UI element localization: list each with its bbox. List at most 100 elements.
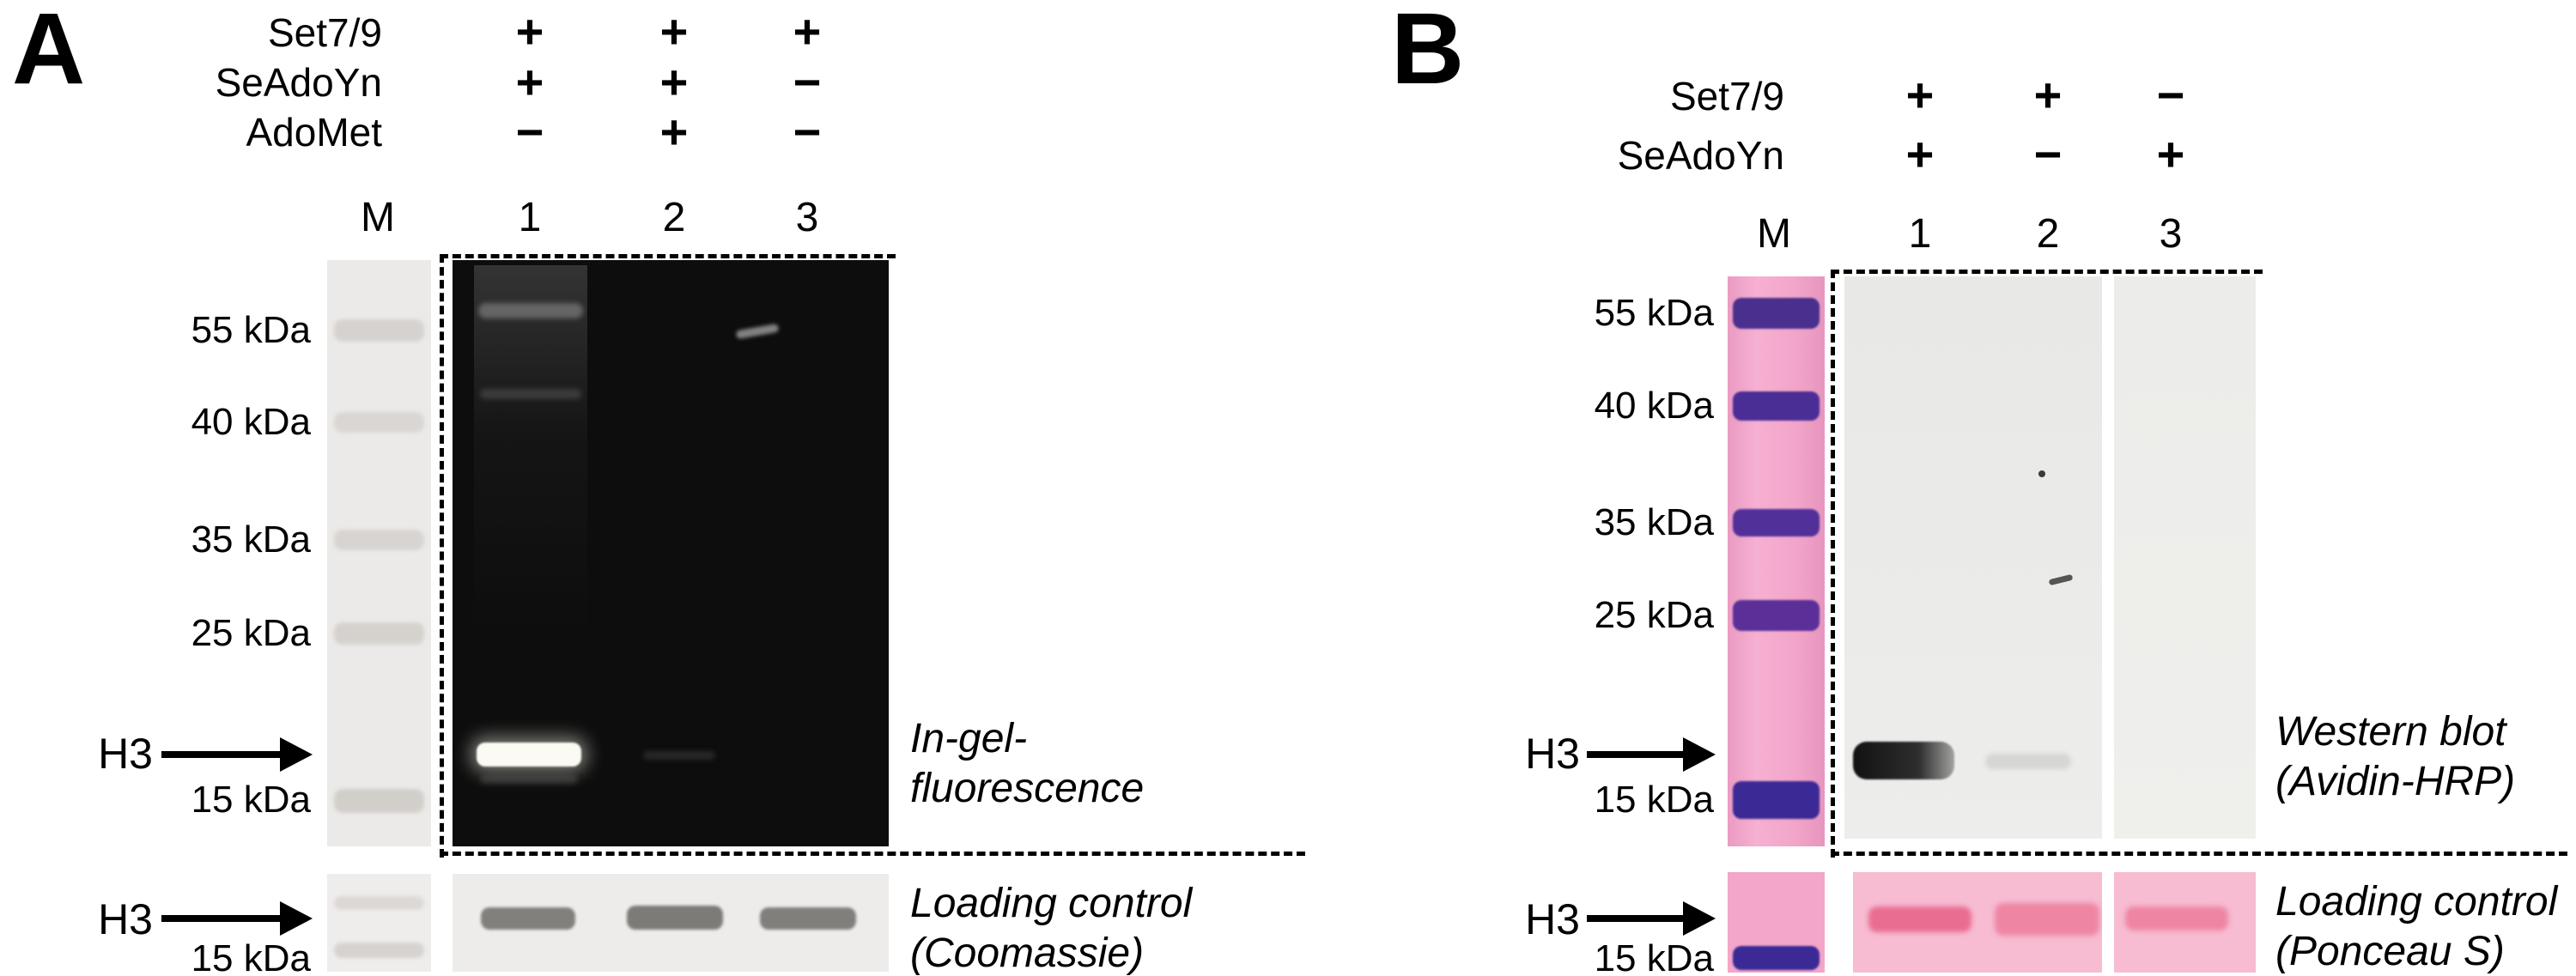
condition-label-adomet: AdoMet bbox=[246, 110, 382, 155]
sign-set79-lane2: + bbox=[659, 4, 689, 58]
condition-label-seadoyn: SeAdoYn bbox=[215, 60, 382, 105]
loading-h3-arrow-line bbox=[1587, 915, 1683, 922]
panel-b-letter: B bbox=[1391, 0, 1465, 106]
loading-caption-line1: Loading control bbox=[2275, 879, 2558, 924]
lane-header-1: 1 bbox=[518, 195, 542, 240]
loading-membrane-lane3 bbox=[2114, 872, 2256, 973]
lane2-very-faint-band bbox=[643, 751, 715, 760]
gel-caption-line2: fluorescence bbox=[910, 766, 1145, 811]
mw-label-40: 40 kDa bbox=[191, 401, 311, 443]
marker-band-40 bbox=[1733, 391, 1820, 421]
h3-label: H3 bbox=[98, 730, 153, 778]
blot-dashed-outline bbox=[1831, 270, 2263, 858]
sign-seadoyn-lane2: + bbox=[659, 55, 689, 109]
loading-h3-arrow-head bbox=[280, 901, 313, 936]
h3-arrow-head bbox=[1683, 737, 1716, 772]
sign-adomet-lane1: − bbox=[515, 105, 544, 159]
gel-dashed-baseline bbox=[440, 852, 1305, 856]
loading-h3-label: H3 bbox=[1525, 895, 1580, 943]
sign-seadoyn-lane2: − bbox=[2033, 127, 2063, 181]
condition-label-set79: Set7/9 bbox=[1670, 74, 1784, 118]
sign-seadoyn-lane1: + bbox=[515, 55, 544, 109]
mw-label-25: 25 kDa bbox=[1594, 594, 1714, 636]
blot-caption-line1: Western blot bbox=[2275, 709, 2506, 755]
loading-band-lane1 bbox=[481, 907, 575, 930]
gel-dashed-outline bbox=[440, 254, 896, 858]
fluorescence-gel bbox=[453, 260, 889, 846]
loading-h3-arrow-head bbox=[1683, 901, 1716, 936]
mw-label-35: 35 kDa bbox=[191, 518, 311, 561]
h3-arrow-line bbox=[1587, 751, 1683, 758]
sign-set79-lane3: − bbox=[2156, 68, 2185, 122]
marker-band-55 bbox=[1733, 298, 1820, 329]
sign-adomet-lane3: − bbox=[793, 105, 822, 159]
loading-membrane-lanes12 bbox=[1853, 872, 2102, 973]
loading-marker-band-17 bbox=[334, 896, 424, 910]
h3-blot-band-lane1 bbox=[1853, 742, 1954, 779]
lane1-faint-underband bbox=[480, 775, 578, 784]
lane-header-marker: M bbox=[1757, 211, 1791, 257]
sign-set79-lane2: + bbox=[2033, 68, 2063, 122]
marker-lane-ponceau bbox=[1728, 276, 1825, 846]
lane-header-1: 1 bbox=[1908, 211, 1932, 257]
loading-marker-lane bbox=[1728, 872, 1825, 973]
marker-band-55 bbox=[334, 319, 424, 342]
sign-seadoyn-lane3: − bbox=[793, 55, 822, 109]
sign-adomet-lane2: + bbox=[659, 105, 689, 159]
lane-header-2: 2 bbox=[2036, 211, 2060, 257]
marker-band-25 bbox=[1733, 600, 1820, 631]
loading-band-lane3 bbox=[2125, 906, 2228, 931]
loading-mw-label-15: 15 kDa bbox=[1594, 937, 1714, 976]
loading-caption-line2: (Ponceau S) bbox=[2275, 929, 2505, 974]
sign-set79-lane3: + bbox=[793, 4, 822, 58]
lane1-smear bbox=[474, 265, 587, 634]
lane-header-3: 3 bbox=[795, 195, 819, 240]
blot-membrane-lane3 bbox=[2114, 276, 2256, 839]
condition-label-seadoyn: SeAdoYn bbox=[1617, 133, 1784, 178]
loading-h3-arrow-line bbox=[161, 915, 280, 922]
loading-marker-lane bbox=[327, 874, 431, 972]
marker-band-25 bbox=[334, 622, 424, 645]
lane2-very-faint-band bbox=[1985, 754, 2071, 769]
loading-marker-band-15 bbox=[334, 943, 424, 958]
loading-band-lane3 bbox=[760, 907, 856, 930]
mw-label-55: 55 kDa bbox=[191, 309, 311, 351]
blot-membrane-lanes12 bbox=[1844, 276, 2102, 839]
loading-h3-label: H3 bbox=[98, 895, 153, 943]
blot-caption-line2: (Avidin-HRP) bbox=[2275, 759, 2516, 804]
loading-marker-band-15 bbox=[1733, 946, 1820, 970]
condition-label-set79: Set7/9 bbox=[268, 10, 382, 55]
lane1-faint-band-mid bbox=[480, 389, 581, 399]
loading-band-lane2 bbox=[1995, 903, 2099, 936]
sign-set79-lane1: + bbox=[515, 4, 544, 58]
mw-label-15: 15 kDa bbox=[1594, 779, 1714, 821]
gel-artifact bbox=[735, 323, 780, 340]
h3-arrow-line bbox=[161, 751, 280, 758]
loading-caption-line1: Loading control bbox=[910, 881, 1193, 926]
blot-speck-2 bbox=[2048, 573, 2074, 586]
marker-band-35 bbox=[1733, 509, 1820, 536]
marker-band-15 bbox=[334, 789, 424, 813]
mw-label-35: 35 kDa bbox=[1594, 501, 1714, 543]
loading-band-lane2 bbox=[627, 906, 723, 930]
mw-label-55: 55 kDa bbox=[1594, 292, 1714, 334]
marker-band-40 bbox=[334, 412, 424, 433]
loading-caption-line2: (Coomassie) bbox=[910, 931, 1145, 976]
panel-a-letter: A bbox=[12, 0, 86, 106]
lane-header-2: 2 bbox=[662, 195, 686, 240]
blot-dashed-baseline bbox=[1831, 852, 2567, 856]
sign-seadoyn-lane1: + bbox=[1905, 127, 1935, 181]
lane-header-3: 3 bbox=[2159, 211, 2183, 257]
sign-seadoyn-lane3: + bbox=[2156, 127, 2185, 181]
marker-band-35 bbox=[334, 530, 424, 550]
mw-label-15: 15 kDa bbox=[191, 779, 311, 821]
h3-arrow-head bbox=[280, 737, 313, 772]
loading-mw-label-15: 15 kDa bbox=[191, 937, 311, 976]
loading-band-lane1 bbox=[1868, 906, 1971, 932]
h3-label: H3 bbox=[1525, 730, 1580, 778]
marker-lane-gel bbox=[327, 260, 431, 846]
lane1-faint-band-top bbox=[478, 303, 583, 318]
marker-band-15 bbox=[1733, 781, 1820, 819]
gel-caption-line1: In-gel- bbox=[910, 716, 1028, 761]
